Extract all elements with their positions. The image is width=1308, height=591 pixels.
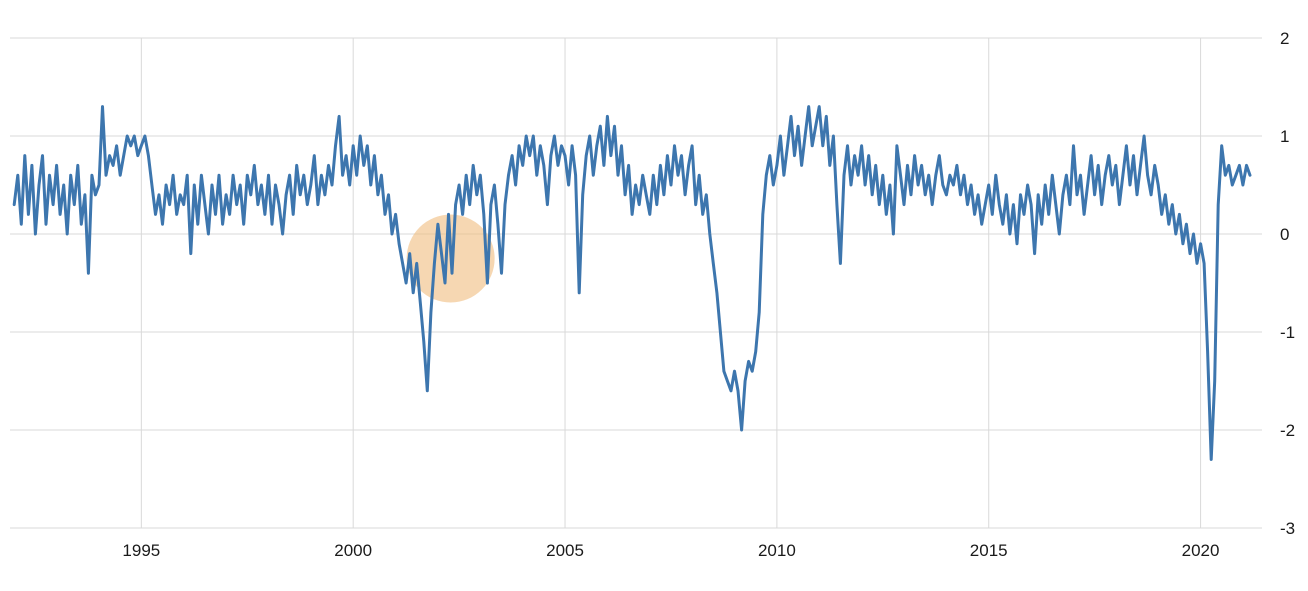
y-axis-tick-label: -2 <box>1280 421 1295 440</box>
series-layer <box>12 105 1252 461</box>
x-axis-tick-label: 2015 <box>970 541 1008 560</box>
axis-layer: 2 1 0 -1 -2 -3 1995 2000 2005 2010 2015 2020 <box>122 29 1295 560</box>
series-line <box>12 105 1252 461</box>
x-axis-tick-label: 2020 <box>1182 541 1220 560</box>
x-axis-tick-label: 2000 <box>334 541 372 560</box>
x-axis-tick-label: 1995 <box>122 541 160 560</box>
y-axis-tick-label: -3 <box>1280 519 1295 538</box>
x-axis-tick-label: 2005 <box>546 541 584 560</box>
y-axis-tick-label: -1 <box>1280 323 1295 342</box>
y-axis-tick-label: 1 <box>1280 127 1289 146</box>
x-axis-tick-label: 2010 <box>758 541 796 560</box>
y-axis-tick-label: 2 <box>1280 29 1289 48</box>
y-axis-tick-label: 0 <box>1280 225 1289 244</box>
grid-layer <box>10 37 1262 529</box>
